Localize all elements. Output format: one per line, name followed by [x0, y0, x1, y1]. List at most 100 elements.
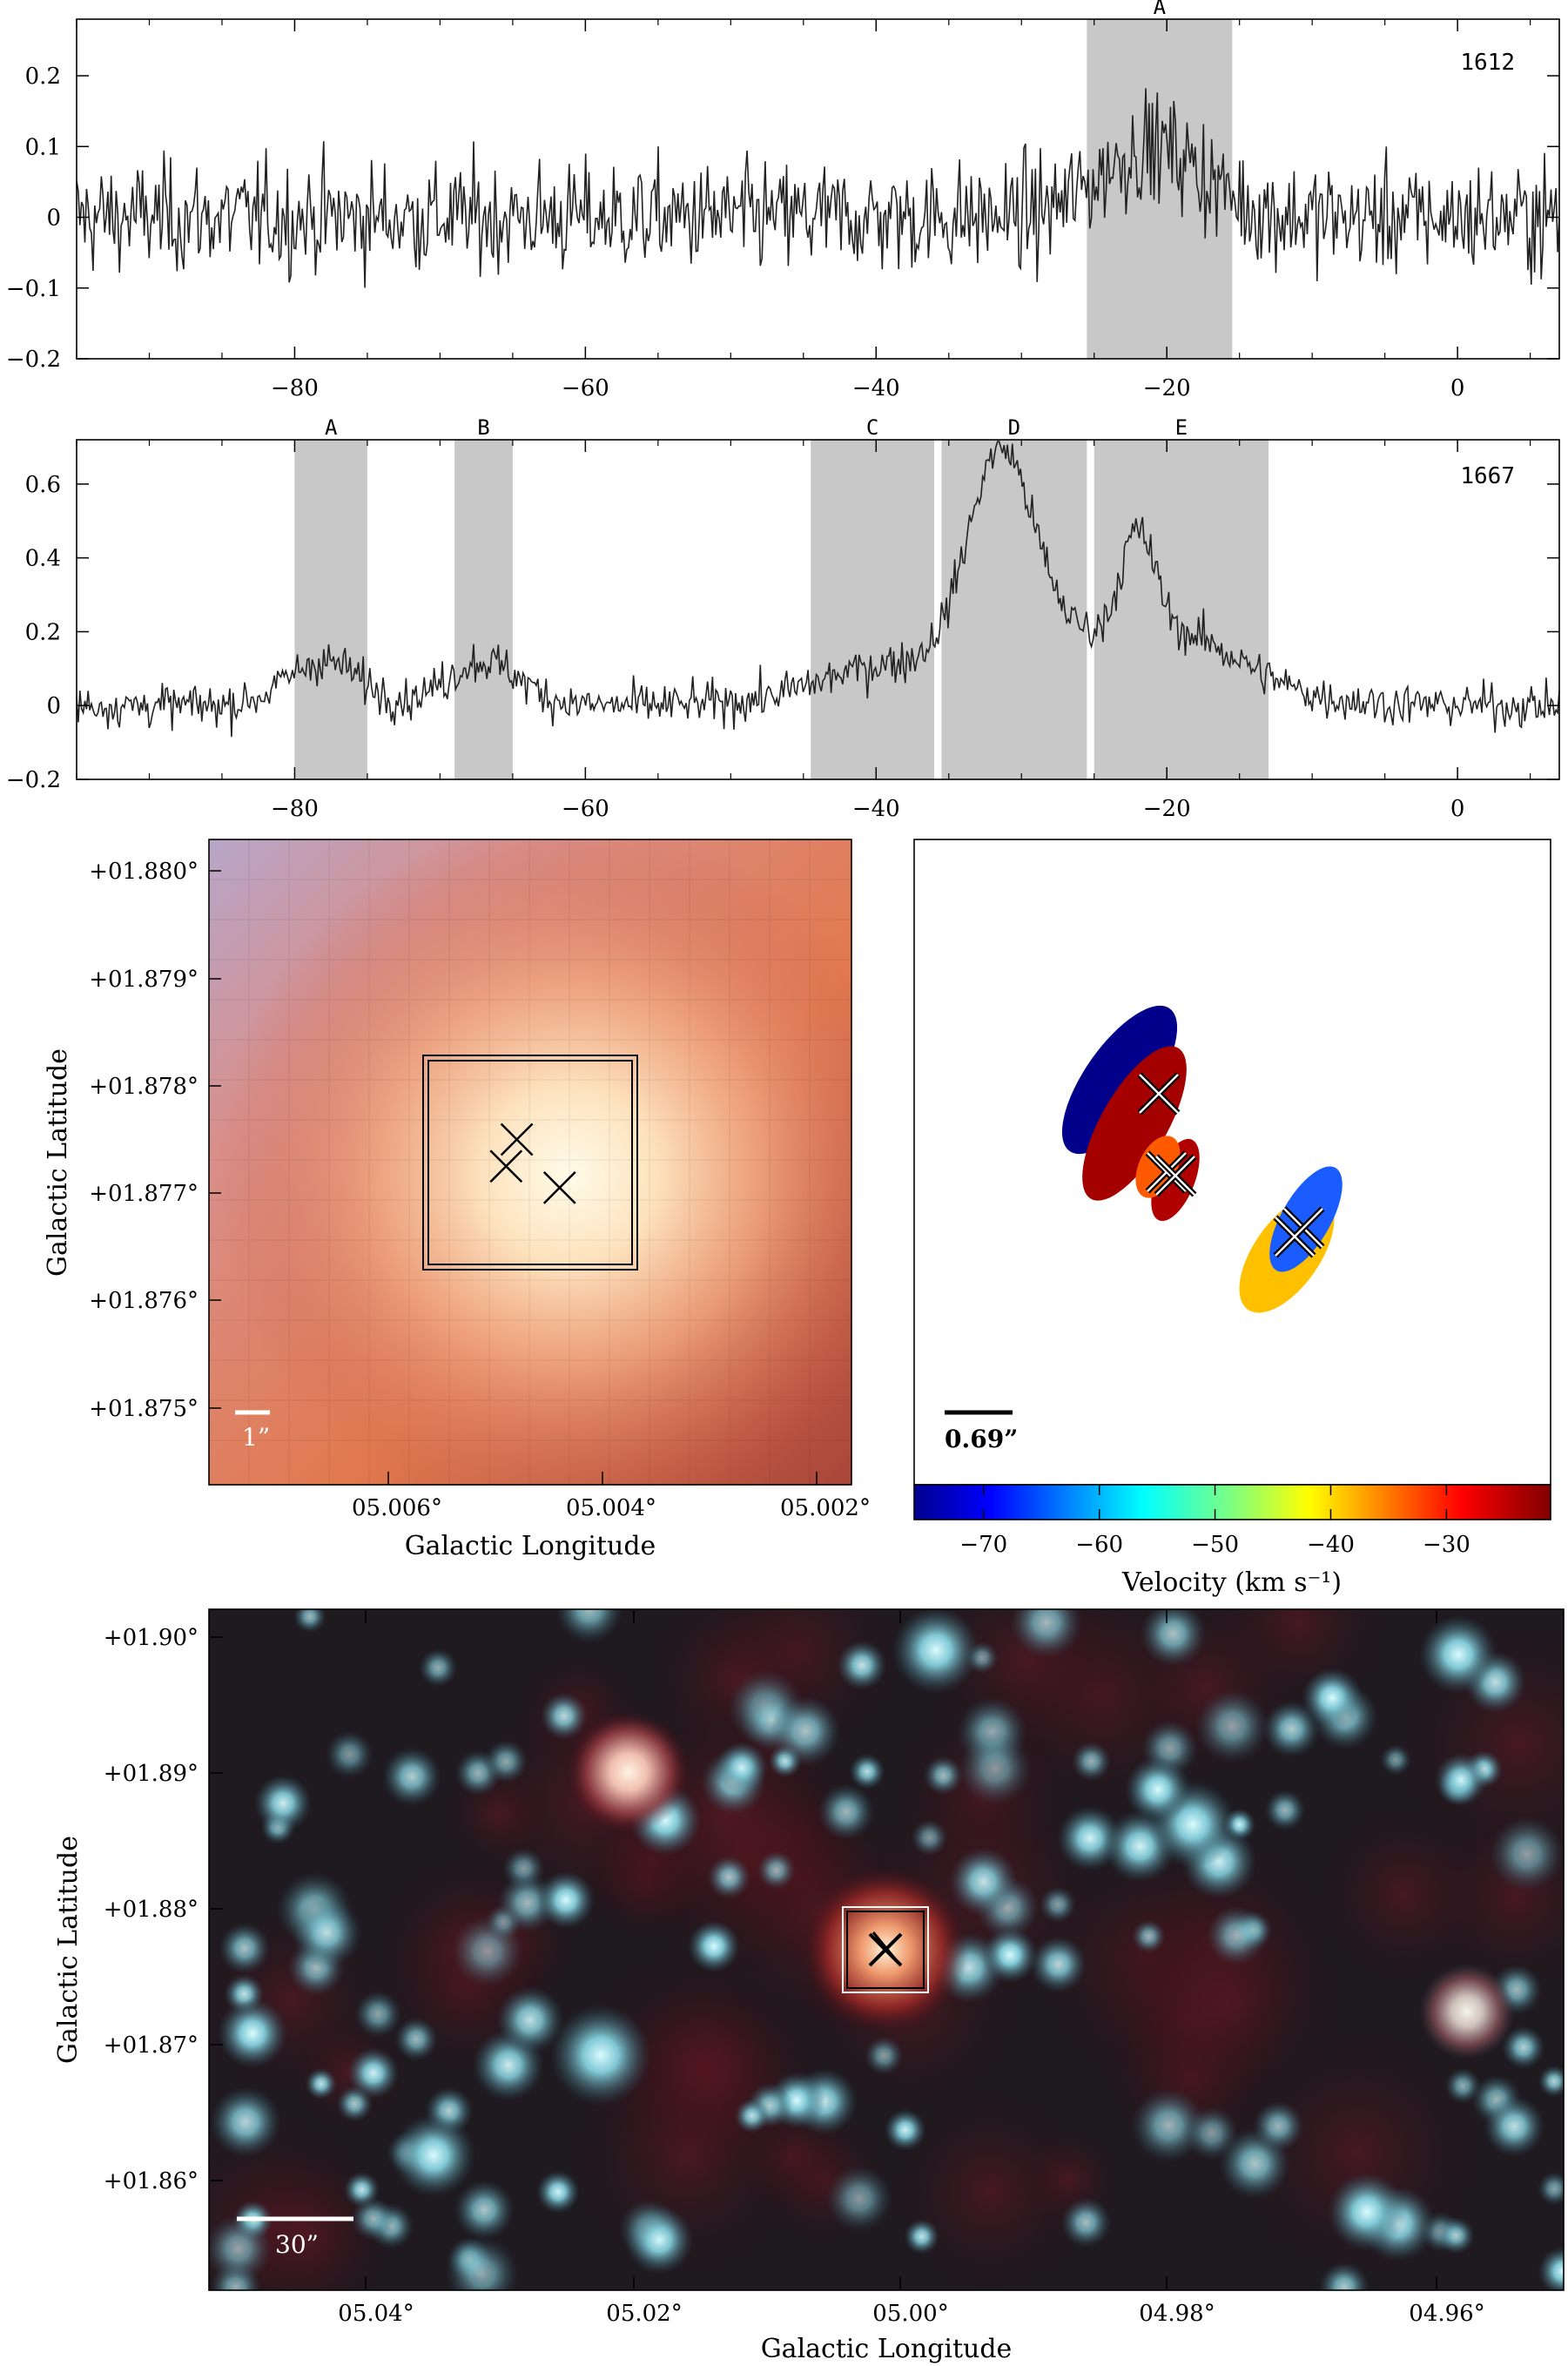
- field-star: [418, 1648, 458, 1688]
- region-label-c: C: [866, 415, 878, 440]
- colorbar-tick-label: −60: [1075, 1532, 1123, 1558]
- x-tick-label: −60: [562, 796, 609, 822]
- field-star: [1537, 2171, 1564, 2206]
- wide-box-inner: [846, 1911, 925, 1989]
- y-tick-label: 0: [46, 206, 61, 232]
- x-tick-label: −20: [1143, 796, 1191, 822]
- region-label-a: A: [1154, 0, 1167, 19]
- field-star: [219, 1922, 271, 1974]
- field-star: [1029, 1936, 1087, 1993]
- field-star: [1483, 2095, 1545, 2157]
- y-tick-label: 0.1: [25, 134, 61, 160]
- zoom-image-panel: 05.006° 05.004° 05.002° +01.880° +01.879° +01…: [43, 839, 871, 1561]
- x-tick-label: −80: [271, 375, 319, 401]
- spectrum-1612-frame: [76, 18, 1560, 360]
- field-star: [209, 2214, 273, 2283]
- maser-position-cross: [542, 1170, 576, 1204]
- maser-scale-label: 0.69”: [945, 1425, 1018, 1453]
- spectrum-1667-trace: [76, 441, 1560, 738]
- field-star: [1039, 1885, 1077, 1924]
- field-star: [864, 2035, 904, 2076]
- wide-box-outer: [842, 1906, 929, 1993]
- colorbar-tick-label: −50: [1191, 1532, 1239, 1558]
- colorbar-label: Velocity (km s⁻¹): [1121, 1567, 1342, 1598]
- field-star: [1434, 1752, 1488, 1807]
- field-star: [1501, 2026, 1545, 2070]
- field-star: [949, 1847, 1018, 1917]
- bright-star: [1125, 1756, 1191, 1823]
- shaded-region-e: [1094, 440, 1269, 779]
- field-star: [353, 1990, 402, 2039]
- field-star: [394, 2017, 439, 2061]
- zoom-box-inner: [427, 1060, 633, 1265]
- region-label-d: D: [1008, 415, 1020, 440]
- wide-target-cross: [868, 1931, 903, 1967]
- maser-spot: [1061, 1005, 1178, 1155]
- bright-star: [1328, 2173, 1406, 2251]
- y-tick-label: 0.6: [25, 472, 61, 498]
- x-tick-label: −40: [852, 375, 900, 401]
- field-star: [293, 1609, 326, 1634]
- zoom-ylabel: Galactic Latitude: [43, 1048, 73, 1277]
- colorbar-tick-label: −30: [1423, 1532, 1470, 1558]
- y-tick-label: +01.86°: [104, 2168, 199, 2194]
- x-tick-label: 05.02°: [606, 2301, 682, 2327]
- spectrum-1667-frame: [76, 439, 1560, 780]
- red-star: [1419, 1964, 1515, 2059]
- y-tick-label: −0.2: [6, 347, 61, 373]
- spectrum-1612-trace: [76, 88, 1560, 288]
- field-star: [1206, 1904, 1267, 1966]
- wide-scale-label: 30”: [275, 2230, 319, 2259]
- y-tick-label: +01.880°: [89, 859, 199, 885]
- field-star: [347, 2047, 400, 2100]
- spectrum-1667-frequency-label: 1667: [1460, 463, 1515, 489]
- zoom-xlabel: Galactic Longitude: [405, 1531, 656, 1561]
- x-tick-label: −80: [271, 796, 319, 822]
- x-tick-label: 0: [1450, 375, 1465, 401]
- field-star: [1060, 2197, 1112, 2248]
- wide-field-frame: [208, 1608, 1565, 2291]
- wide-xlabel: Galactic Longitude: [761, 2334, 1013, 2364]
- field-star: [1437, 2216, 1475, 2255]
- field-star: [1538, 2065, 1564, 2098]
- colorbar-tick-label: −70: [959, 1532, 1007, 1558]
- field-star: [715, 1741, 769, 1794]
- x-tick-label: −40: [852, 796, 900, 822]
- field-star: [336, 2085, 373, 2122]
- wide-field-panel: 05.04° 05.02° 05.00° 04.98° 04.96° +01.90° +01…: [53, 1608, 1565, 2364]
- field-star: [483, 1739, 528, 1784]
- field-star: [849, 1753, 885, 1790]
- field-star: [1444, 2067, 1481, 2104]
- field-star: [1538, 2246, 1564, 2290]
- shaded-region-b: [454, 440, 513, 779]
- y-tick-label: +01.88°: [104, 1897, 199, 1923]
- bright-star: [218, 1999, 287, 2068]
- field-star: [305, 2067, 337, 2100]
- field-star: [536, 2170, 580, 2214]
- field-star: [351, 2196, 395, 2241]
- y-tick-label: +01.876°: [89, 1288, 199, 1314]
- colorbar-tick-label: −40: [1307, 1532, 1355, 1558]
- bright-star: [1302, 1668, 1363, 1729]
- maser-position-cross: [500, 1122, 534, 1156]
- field-star: [1184, 2106, 1239, 2160]
- bright-star: [688, 1920, 740, 1972]
- field-star: [911, 1818, 948, 1857]
- field-star: [818, 1783, 875, 1841]
- field-star: [454, 2180, 515, 2241]
- y-tick-label: +01.90°: [104, 1625, 199, 1651]
- region-label-b: B: [477, 415, 489, 440]
- y-tick-label: 0.4: [25, 546, 61, 572]
- spot-centroid-cross: [1137, 1072, 1181, 1116]
- shaded-region-a: [294, 440, 367, 779]
- y-tick-label: +01.877°: [89, 1181, 199, 1207]
- field-star: [291, 1898, 362, 1968]
- y-tick-label: 0: [46, 693, 61, 719]
- zoom-image-frame: [208, 839, 852, 1486]
- spot-centroid-cross: [1145, 1150, 1188, 1194]
- y-tick-label: +01.879°: [89, 967, 199, 993]
- field-star: [707, 1855, 751, 1899]
- bright-star: [982, 1927, 1038, 1983]
- field-star: [325, 1730, 373, 1779]
